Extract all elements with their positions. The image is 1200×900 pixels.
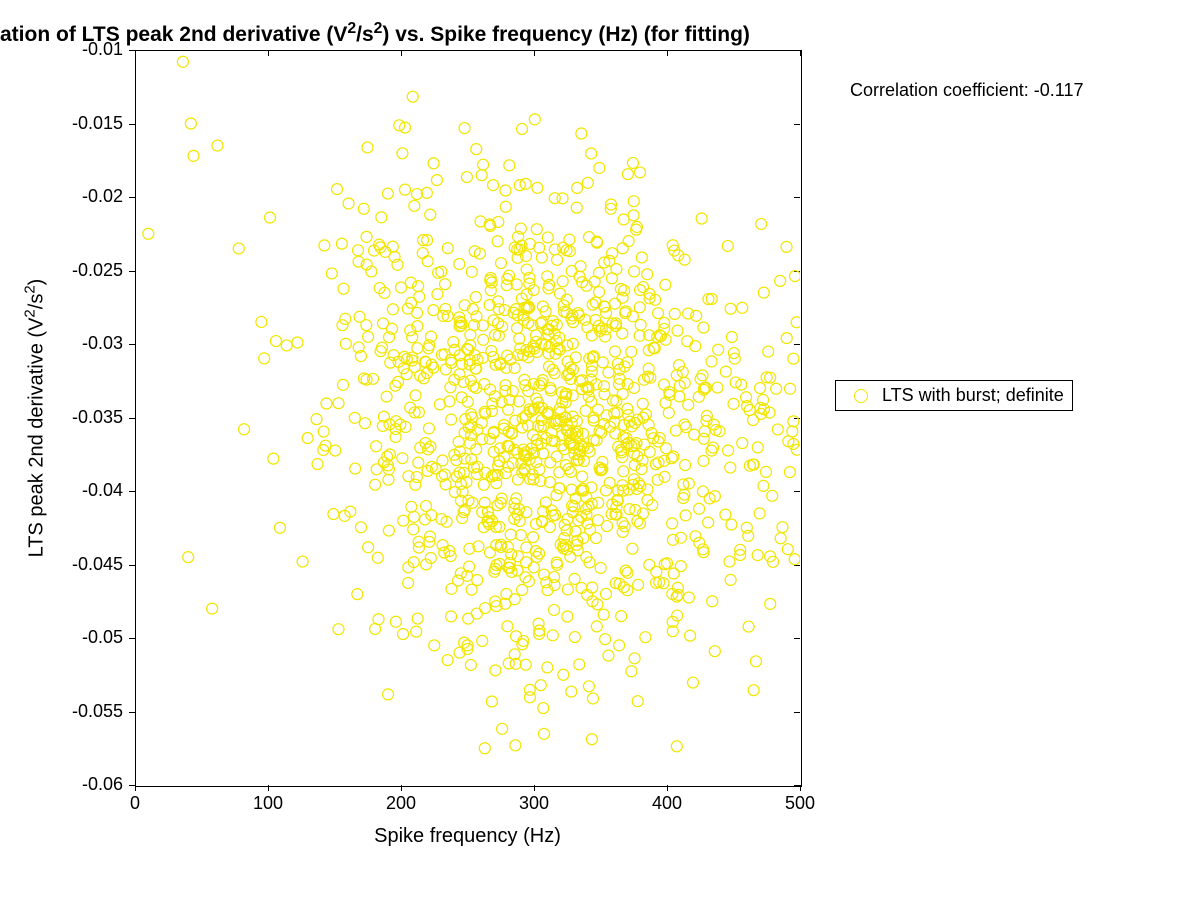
x-tick [401,785,402,791]
x-tick [667,785,668,791]
x-tick [534,785,535,791]
ylabel-mid: /s [25,293,47,309]
x-tick [800,785,801,791]
ylabel-suffix: ) [25,278,47,285]
y-tick [129,785,135,786]
legend-marker-icon [854,389,868,403]
x-tick-label: 0 [130,793,140,814]
y-axis-label: LTS peak 2nd derivative (V2/s2) [22,278,49,557]
ylabel-prefix: LTS peak 2nd derivative (V [25,317,47,557]
ylabel-sup1: 2 [22,309,39,317]
title-mid: /s [356,23,374,46]
x-tick [135,785,136,791]
title-prefix: ation of LTS peak 2nd derivative (V [0,23,347,46]
correlation-annotation: Correlation coefficient: -0.117 [850,80,1083,101]
title-suffix: ) vs. Spike frequency (Hz) (for fitting) [382,23,750,46]
x-tick-label: 400 [652,793,682,814]
scatter-svg [135,50,800,785]
x-axis-label: Spike frequency (Hz) [374,825,561,848]
x-tick-label: 300 [519,793,549,814]
chart-container: ation of LTS peak 2nd derivative (V2/s2)… [0,0,1200,900]
legend-box: LTS with burst; definite [835,380,1073,411]
y-tick [794,785,800,786]
x-tick-label: 100 [253,793,283,814]
x-tick-label: 500 [785,793,815,814]
title-sup1: 2 [347,20,356,37]
legend-label: LTS with burst; definite [882,385,1064,406]
x-tick-label: 200 [386,793,416,814]
x-tick [800,50,801,56]
x-tick [268,785,269,791]
ylabel-sup2: 2 [22,285,39,293]
